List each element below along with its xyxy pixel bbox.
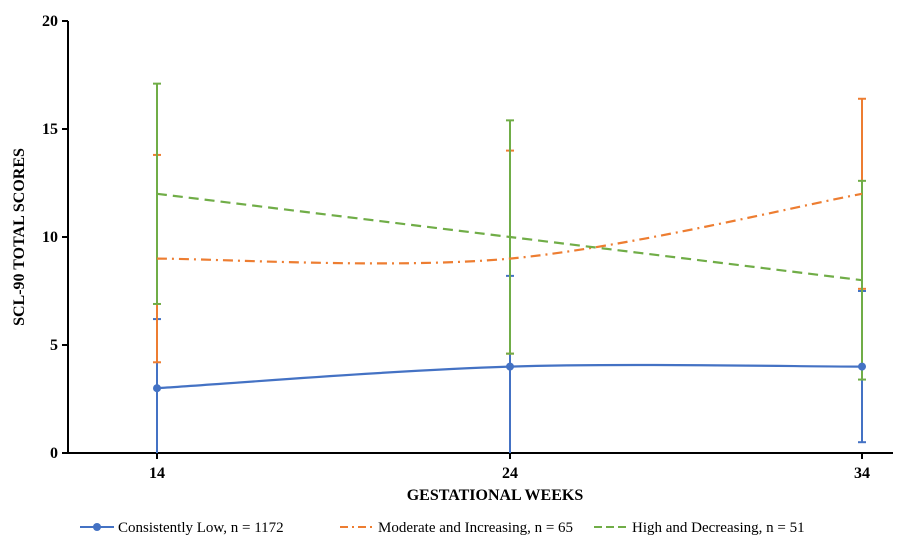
legend-label-1: Moderate and Increasing, n = 65 — [378, 520, 573, 536]
series-line-1 — [156, 192, 863, 265]
x-axis-title: GESTATIONAL WEEKS — [407, 487, 584, 504]
series-line-2 — [156, 192, 863, 282]
data-point — [153, 384, 161, 393]
data-point — [506, 362, 514, 371]
x-tick-label: 24 — [502, 465, 518, 482]
y-tick-label: 15 — [42, 121, 58, 138]
x-tick-label: 34 — [854, 465, 870, 482]
legend-marker — [93, 523, 101, 531]
legend-label-2: High and Decreasing, n = 51 — [632, 520, 805, 536]
legend: Consistently Low, n = 1172 Moderate and I… — [80, 520, 805, 536]
error-bars — [153, 82, 866, 453]
tick-labels: 0 5 10 15 20 14 24 34 — [42, 13, 870, 482]
series-markers — [153, 362, 866, 393]
axes — [62, 20, 893, 459]
y-tick-label: 10 — [42, 229, 58, 246]
data-point — [858, 362, 866, 371]
x-tick-label: 14 — [149, 465, 165, 482]
y-tick-label: 0 — [50, 445, 58, 462]
legend-label-0: Consistently Low, n = 1172 — [118, 520, 284, 536]
y-tick-label: 5 — [50, 337, 58, 354]
y-tick-label: 20 — [42, 13, 58, 30]
y-axis-title: SCL-90 TOTAL SCORES — [11, 148, 28, 326]
